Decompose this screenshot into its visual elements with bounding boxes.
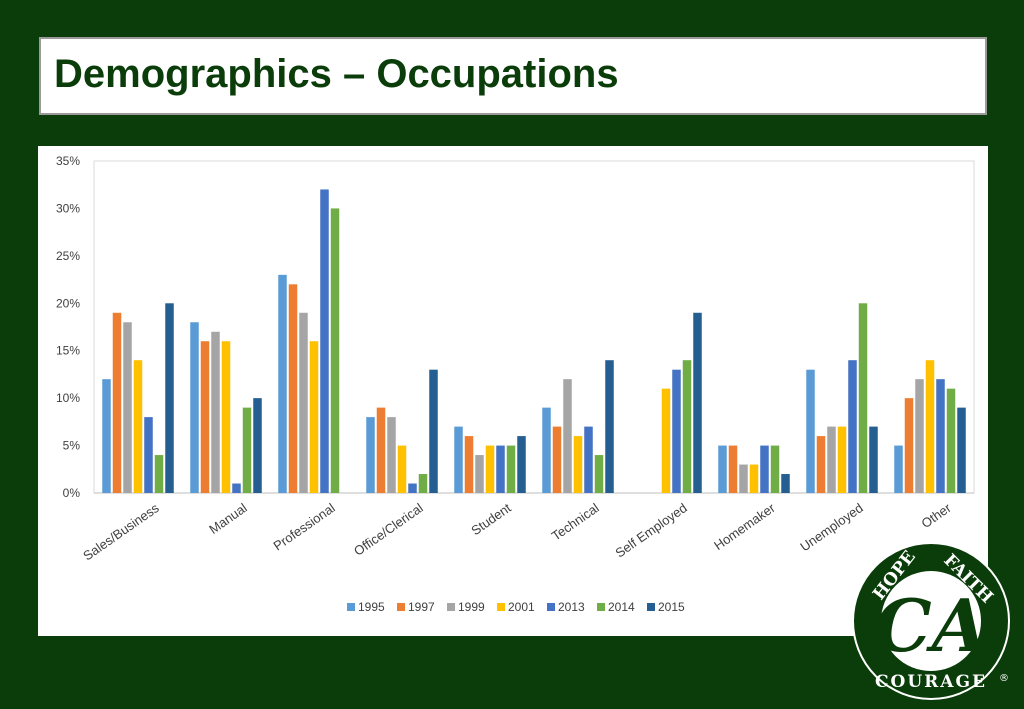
bar-1995 xyxy=(278,274,287,493)
bar-1995 xyxy=(806,369,815,493)
bar-2014 xyxy=(506,445,516,493)
bar-1997 xyxy=(288,284,298,493)
legend-label-2013: 2013 xyxy=(558,600,585,614)
bar-1999 xyxy=(123,322,132,493)
bar-2015 xyxy=(517,436,526,493)
legend-swatch-1997 xyxy=(397,603,405,611)
bar-2015 xyxy=(429,369,438,493)
bar-2013 xyxy=(936,379,945,493)
legend-label-1999: 1999 xyxy=(458,600,485,614)
legend-label-1997: 1997 xyxy=(408,600,435,614)
bar-1995 xyxy=(542,407,551,493)
bar-2013 xyxy=(496,445,505,493)
bar-1995 xyxy=(454,426,463,493)
bar-1997 xyxy=(552,426,562,493)
logo-word-courage: COURAGE xyxy=(875,672,987,692)
bar-2001 xyxy=(925,360,935,493)
bar-2013 xyxy=(760,445,769,493)
bar-2015 xyxy=(869,426,878,493)
bar-2015 xyxy=(165,303,174,493)
chart-area xyxy=(38,146,988,636)
bar-1999 xyxy=(915,379,924,493)
bar-2014 xyxy=(858,303,868,493)
page-title: Demographics – Occupations xyxy=(54,52,619,96)
y-tick-label: 5% xyxy=(63,439,81,453)
bar-1997 xyxy=(112,312,122,493)
legend-swatch-1999 xyxy=(447,603,455,611)
bar-2013 xyxy=(672,369,681,493)
bar-2014 xyxy=(946,388,956,493)
bar-1995 xyxy=(718,445,727,493)
bar-2015 xyxy=(253,398,262,493)
bar-2014 xyxy=(682,360,692,493)
bar-2015 xyxy=(605,360,614,493)
bar-2015 xyxy=(781,474,790,493)
bar-2001 xyxy=(309,341,319,493)
bar-2014 xyxy=(594,455,604,493)
legend-swatch-2013 xyxy=(547,603,555,611)
y-tick-label: 35% xyxy=(56,154,80,168)
y-tick-label: 25% xyxy=(56,249,80,263)
bar-1999 xyxy=(211,331,220,493)
legend-swatch-2014 xyxy=(597,603,605,611)
hope-faith-courage-logo: CA HOPE FAITH COURAGE ® xyxy=(852,542,1010,700)
bar-1995 xyxy=(366,417,375,493)
logo-monogram: CA xyxy=(874,583,987,668)
bar-2015 xyxy=(693,312,702,493)
bar-2014 xyxy=(154,455,164,493)
bar-2001 xyxy=(661,388,671,493)
bar-1995 xyxy=(894,445,903,493)
bar-2001 xyxy=(837,426,847,493)
bar-1999 xyxy=(299,312,308,493)
bar-2013 xyxy=(232,483,241,493)
bar-1997 xyxy=(904,398,914,493)
y-tick-label: 30% xyxy=(56,201,80,215)
registered-mark: ® xyxy=(999,673,1009,684)
y-tick-label: 15% xyxy=(56,344,80,358)
bar-2001 xyxy=(573,436,583,493)
legend-swatch-2015 xyxy=(647,603,655,611)
bar-2001 xyxy=(133,360,143,493)
bar-1997 xyxy=(200,341,210,493)
bar-2001 xyxy=(749,464,759,493)
bar-2001 xyxy=(221,341,231,493)
bar-1997 xyxy=(728,445,738,493)
y-tick-label: 0% xyxy=(63,486,81,500)
bar-1997 xyxy=(816,436,826,493)
bar-2014 xyxy=(242,407,252,493)
bar-2001 xyxy=(397,445,407,493)
legend-label-2015: 2015 xyxy=(658,600,685,614)
y-tick-label: 20% xyxy=(56,296,80,310)
legend-label-1995: 1995 xyxy=(358,600,385,614)
bar-1995 xyxy=(190,322,199,493)
bar-1997 xyxy=(376,407,386,493)
title-box: Demographics – Occupations xyxy=(39,37,987,115)
logo-inner-circle xyxy=(881,571,981,671)
bar-2013 xyxy=(144,417,153,493)
y-tick-label: 10% xyxy=(56,391,80,405)
bar-2001 xyxy=(485,445,495,493)
legend-swatch-1995 xyxy=(347,603,355,611)
bar-2014 xyxy=(418,474,428,493)
bar-1999 xyxy=(387,417,396,493)
bar-2015 xyxy=(957,407,966,493)
bar-2013 xyxy=(584,426,593,493)
bar-1997 xyxy=(464,436,474,493)
legend-swatch-2001 xyxy=(497,603,505,611)
legend-label-2014: 2014 xyxy=(608,600,635,614)
bar-1999 xyxy=(827,426,836,493)
bar-1999 xyxy=(739,464,748,493)
bar-2013 xyxy=(848,360,857,493)
bar-1995 xyxy=(102,379,111,493)
legend-label-2001: 2001 xyxy=(508,600,535,614)
bar-1999 xyxy=(475,455,484,493)
bar-1999 xyxy=(563,379,572,493)
bar-2013 xyxy=(320,189,329,493)
bar-2014 xyxy=(770,445,780,493)
bar-2014 xyxy=(330,208,340,493)
bar-2013 xyxy=(408,483,417,493)
